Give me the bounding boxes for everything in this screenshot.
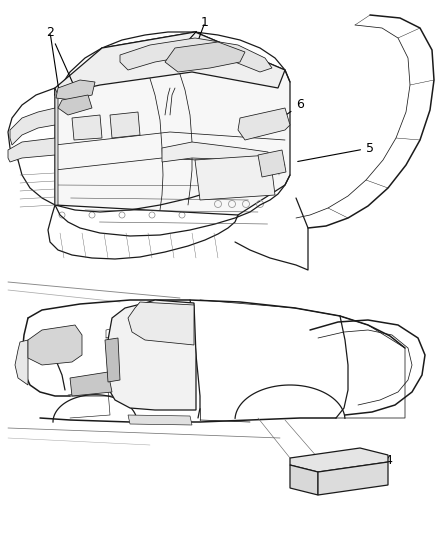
Polygon shape [55, 88, 58, 205]
Polygon shape [10, 108, 55, 145]
Polygon shape [165, 42, 245, 72]
Polygon shape [55, 32, 290, 215]
Polygon shape [290, 465, 318, 495]
Polygon shape [56, 80, 95, 100]
Polygon shape [58, 95, 92, 115]
Polygon shape [128, 415, 192, 425]
Polygon shape [110, 112, 140, 138]
Polygon shape [195, 155, 275, 200]
Text: 5: 5 [298, 141, 374, 161]
Polygon shape [318, 462, 388, 495]
Polygon shape [105, 338, 120, 382]
Polygon shape [70, 372, 112, 396]
Text: 1: 1 [177, 15, 209, 53]
Text: 6: 6 [264, 99, 304, 131]
Polygon shape [72, 115, 102, 140]
Polygon shape [55, 32, 285, 95]
Text: 4: 4 [363, 454, 392, 466]
Polygon shape [162, 142, 270, 162]
Polygon shape [120, 38, 272, 72]
Polygon shape [238, 108, 290, 140]
Polygon shape [128, 302, 194, 345]
Polygon shape [15, 340, 28, 385]
Polygon shape [8, 138, 55, 162]
Polygon shape [290, 448, 388, 472]
Polygon shape [28, 325, 82, 365]
Polygon shape [258, 150, 286, 177]
Polygon shape [108, 300, 196, 410]
Text: 2: 2 [46, 26, 74, 85]
